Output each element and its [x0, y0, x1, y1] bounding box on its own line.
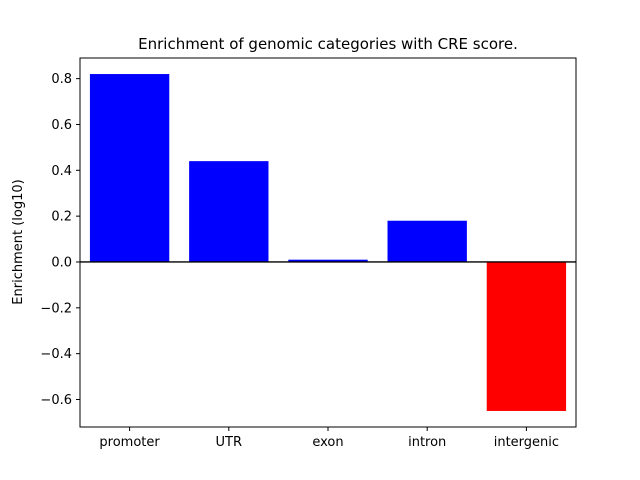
y-tick-label--0.2: −0.2 — [40, 301, 72, 316]
x-tick-label-intron: intron — [408, 435, 446, 450]
y-tick-label--0.4: −0.4 — [40, 347, 72, 362]
ticks-layer: promoter UTR exon intron intergenic −0.6 −0.4 −… — [40, 72, 576, 450]
bars-layer — [89, 74, 567, 411]
bar-intron — [387, 220, 467, 262]
y-tick-label--0.6: −0.6 — [40, 393, 72, 408]
y-tick-label-0.8: 0.8 — [51, 72, 72, 87]
y-tick-label-0.4: 0.4 — [51, 164, 72, 179]
chart-title: Enrichment of genomic categories with CR… — [138, 35, 518, 53]
plot-border — [79, 57, 577, 428]
y-tick-label-0.2: 0.2 — [51, 210, 72, 225]
bar-exon — [288, 259, 368, 262]
x-tick-label-intergenic: intergenic — [494, 435, 559, 450]
bar-UTR — [189, 161, 269, 262]
x-tick-label-promoter: promoter — [99, 435, 160, 450]
y-tick-label-0: 0.0 — [51, 255, 72, 270]
x-tick-label-exon: exon — [312, 435, 343, 450]
bar-intergenic — [486, 261, 567, 411]
bar-promoter — [89, 74, 170, 262]
y-axis-label: Enrichment (log10) — [11, 179, 26, 304]
y-tick-label-0.6: 0.6 — [51, 118, 72, 133]
x-tick-label-UTR: UTR — [216, 435, 243, 450]
